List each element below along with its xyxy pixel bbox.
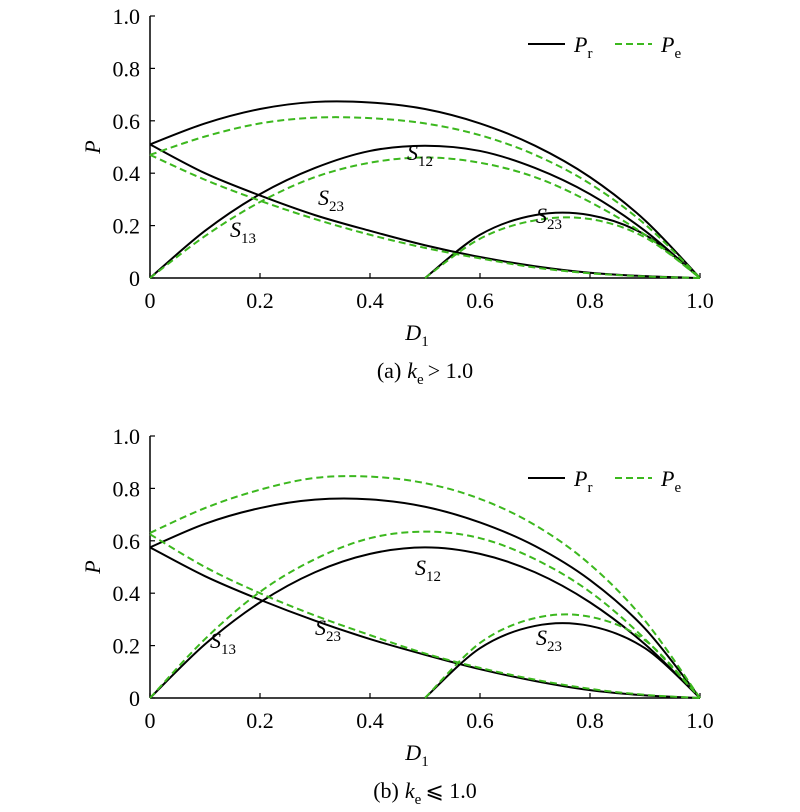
curve-annotation-sub: 23 [326, 629, 341, 645]
curve-annotation-main: S [407, 140, 418, 165]
legend-label-sub: e [674, 46, 681, 62]
y-axis-label: P [80, 560, 105, 574]
curve-annotation-main: S [318, 185, 329, 210]
x-tick-label: 0 [145, 288, 156, 313]
x-tick-label: 1.0 [686, 708, 714, 733]
curve [149, 546, 701, 699]
curve-annotation-sub: 23 [547, 639, 562, 655]
curve-annotation: S23 [315, 615, 341, 645]
x-tick-label: 0.2 [246, 288, 274, 313]
x-tick-label: 0.6 [466, 288, 494, 313]
legend-label-main: P [573, 466, 587, 491]
x-tick-label: 0.8 [576, 288, 604, 313]
caption-sub: e [415, 792, 422, 808]
curve-annotation: S23 [318, 185, 344, 215]
curve-annotation: S13 [210, 628, 236, 658]
x-tick-label: 0.8 [576, 708, 604, 733]
caption-prefix: (a) [377, 358, 401, 383]
curve [149, 530, 701, 699]
curve-annotation-main: S [415, 555, 426, 580]
caption-var: k [405, 778, 416, 803]
curve [149, 546, 701, 699]
curve-annotation-sub: 13 [221, 642, 236, 658]
curve [149, 153, 701, 279]
curve-annotation-sub: 23 [329, 199, 344, 215]
x-axis-label-main: D [404, 740, 421, 765]
caption-rest: > 1.0 [428, 358, 473, 383]
y-tick-label: 0.4 [113, 161, 141, 186]
legend-label-main: P [660, 32, 674, 57]
y-tick-label: 0.2 [113, 214, 141, 239]
x-tick-label: 0 [145, 708, 156, 733]
curve-annotation-sub: 12 [418, 154, 433, 170]
curve [149, 144, 701, 279]
legend-label: Pe [660, 32, 681, 62]
y-tick-label: 0.6 [113, 109, 141, 134]
y-tick-label: 1.0 [113, 4, 141, 29]
caption-var: k [407, 358, 418, 383]
legend-label: Pe [660, 466, 681, 496]
legend-label-main: P [660, 466, 674, 491]
y-tick-label: 0.2 [113, 634, 141, 659]
curve-annotation: S12 [415, 555, 441, 585]
legend-label: Pr [573, 466, 592, 496]
curve-annotation-sub: 13 [241, 231, 256, 247]
subplot: 0 0.2 0.4 0.6 0.8 1.000.20.40.60.81.0P(b) ke ⩽ … [80, 424, 714, 808]
legend-label-main: P [573, 32, 587, 57]
curve-annotation-main: S [315, 615, 326, 640]
curve-annotation-main: S [210, 628, 221, 653]
y-tick-label: 0.8 [113, 476, 141, 501]
curve [149, 100, 701, 279]
curve [424, 622, 701, 699]
x-tick-label: 0.6 [466, 708, 494, 733]
caption-prefix: (b) [373, 778, 399, 803]
curve-annotation-main: S [536, 203, 547, 228]
y-tick-label: 0 [129, 266, 140, 291]
x-tick-label: 0.2 [246, 708, 274, 733]
curve-annotation-sub: 12 [426, 569, 441, 585]
curve-annotation-main: S [230, 217, 241, 242]
legend-label-sub: r [587, 46, 592, 62]
curve [149, 497, 701, 699]
legend-label-sub: e [674, 480, 681, 496]
curve [149, 475, 701, 699]
legend-label: Pr [573, 32, 592, 62]
x-axis-label: D1 [404, 320, 428, 350]
x-axis-label-sub: 1 [421, 334, 429, 350]
caption-rest: ⩽ 1.0 [425, 778, 476, 803]
x-axis-label-main: D [404, 320, 421, 345]
subplot: 0 0.2 0.4 0.6 0.8 1.000.20.40.60.81.0P(a) ke > … [80, 4, 714, 388]
legend-label-sub: r [587, 480, 592, 496]
curve-annotation: S13 [230, 217, 256, 247]
curve-annotation-sub: 23 [547, 217, 562, 233]
x-axis-label: D1 [404, 740, 428, 770]
x-axis-label-sub: 1 [421, 754, 429, 770]
caption-sub: e [417, 372, 424, 388]
caption: (a) ke > 1.0 [377, 358, 473, 388]
y-tick-label: 0.4 [113, 581, 141, 606]
y-axis-label: P [80, 140, 105, 154]
curve-annotation: S23 [536, 203, 562, 233]
y-tick-label: 0 [129, 686, 140, 711]
x-tick-label: 1.0 [686, 288, 714, 313]
y-tick-label: 0.8 [113, 56, 141, 81]
y-tick-label: 1.0 [113, 424, 141, 449]
y-tick-label: 0.6 [113, 529, 141, 554]
curve [424, 216, 701, 279]
x-tick-label: 0.4 [356, 708, 384, 733]
curve-annotation: S12 [407, 140, 433, 170]
x-tick-label: 0.4 [356, 288, 384, 313]
curve [149, 116, 701, 279]
curve-annotation-main: S [536, 625, 547, 650]
curve [424, 613, 701, 699]
caption: (b) ke ⩽ 1.0 [373, 778, 477, 808]
curve-annotation: S23 [536, 625, 562, 655]
curve [149, 533, 701, 699]
